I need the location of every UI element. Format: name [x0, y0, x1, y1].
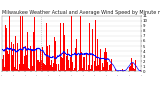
- Text: Milwaukee Weather Actual and Average Wind Speed by Minute mph (Last 24 Hours): Milwaukee Weather Actual and Average Win…: [2, 10, 160, 15]
